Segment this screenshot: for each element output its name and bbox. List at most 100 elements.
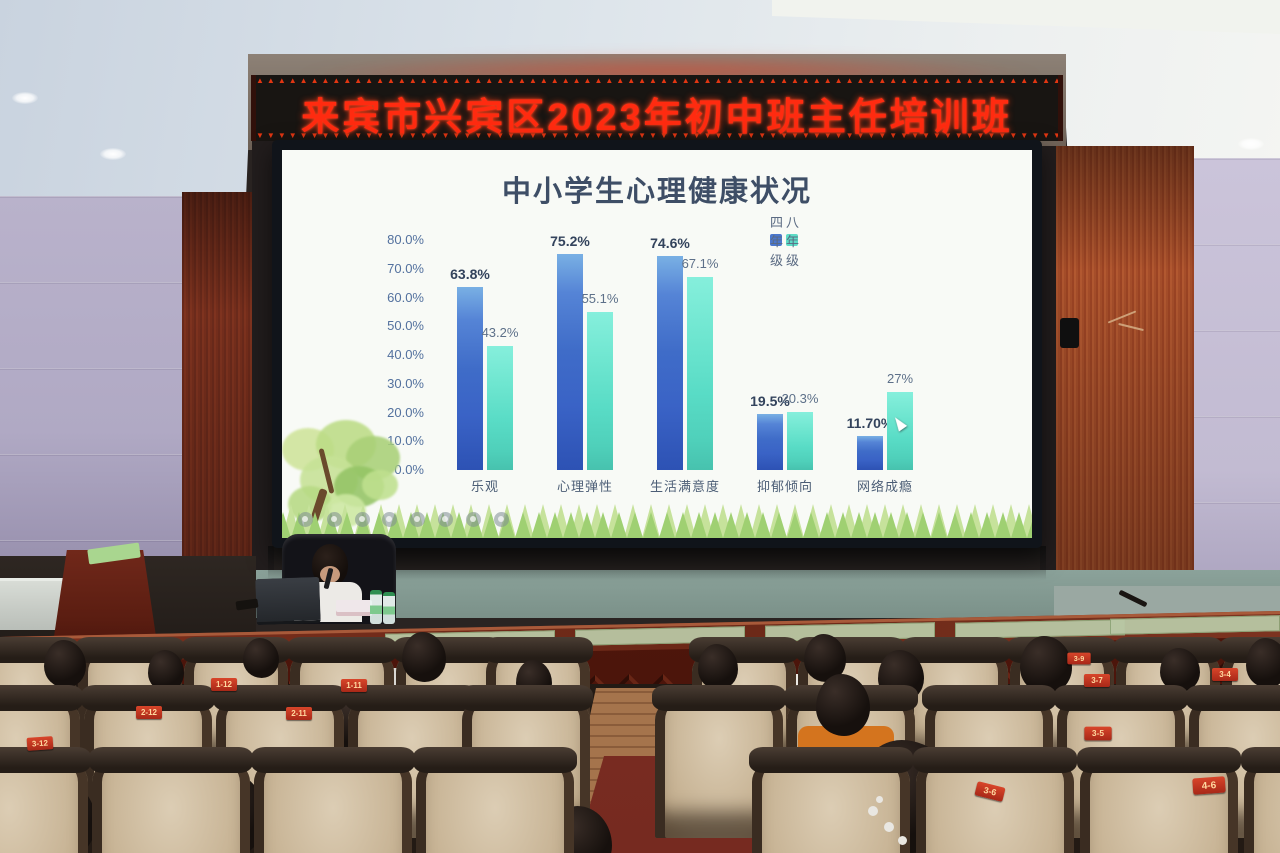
y-axis-tick: 0.0% [394,462,424,477]
banner-border-top: ▲▲▲▲▲▲▲▲▲▲▲▲▲▲▲▲▲▲▲▲▲▲▲▲▲▲▲▲▲▲▲▲▲▲▲▲▲▲▲▲… [256,76,1058,85]
banner-red-glow [290,52,1050,78]
slide-title: 中小学生心理健康状况 [501,176,812,208]
eraser-icon [382,512,397,527]
bar-value-label: 43.2% [481,324,519,340]
slide-toolbar [282,150,1032,538]
seat-tag: 3-12 [26,736,54,751]
highlighter-icon [355,512,370,527]
seat-tag: 1-12 [211,678,237,691]
projector-screen: 中小学生心理健康状况 80.0% 70.0% 60.0% 50.0% 40.0% 30.0… [272,140,1042,548]
bar-value-label: 63.8% [450,265,490,282]
chair-top-roll [913,747,1077,773]
bar-value-label: 67.1% [681,256,719,272]
bar-value-label: 74.6% [650,234,690,251]
y-axis-tick: 30.0% [387,375,424,391]
name-card [336,600,372,616]
wood-pillar-left [182,192,256,628]
water-bottle [383,592,395,624]
water-bottle [370,590,382,624]
led-banner: ▲▲▲▲▲▲▲▲▲▲▲▲▲▲▲▲▲▲▲▲▲▲▲▲▲▲▲▲▲▲▲▲▲▲▲▲▲▲▲▲… [251,75,1063,141]
tools-icon [466,512,481,527]
chair-top-roll [483,637,593,663]
audience-head [243,638,279,678]
wall-right [1186,158,1280,604]
seat-tag: 3-5 [1084,726,1112,741]
chair-top-roll [1077,747,1241,773]
podium [52,550,158,650]
chair-top-roll [287,637,397,663]
wall-speaker [1060,318,1079,348]
audience-head [1160,648,1200,692]
ceiling-light [12,92,38,104]
ceiling-light [1238,138,1264,150]
chart-bar [857,436,883,470]
audience-chair [413,747,577,853]
bar-value-label: 19.5% [750,392,790,409]
audience-chair [0,747,91,853]
chair-top-roll [413,747,577,773]
audience-chair [749,747,913,853]
audience-head [816,674,870,736]
shadow-gap-right [1040,146,1056,606]
chair-top-roll [652,685,786,711]
chair-top-roll [0,747,91,773]
chair-top-roll [251,747,415,773]
chart-bar [487,345,513,470]
pearl-hairclip [884,822,894,832]
chair-top-roll [1241,747,1280,773]
y-axis-tick: 40.0% [387,347,424,362]
seat-tag: 2-12 [136,706,162,719]
shadow-gap-left [252,140,274,620]
chart-bar [457,286,483,470]
pearl-hairclip [898,836,907,845]
chair-top-roll [901,637,1011,663]
chair-top-roll [459,685,593,711]
bar-value-label: 75.2% [550,232,590,249]
chart-bar [657,255,683,470]
x-category-label: 心理弹性 [556,479,613,494]
legend-swatch [786,234,798,246]
y-axis-tick: 60.0% [387,289,424,305]
bar-value-label: 11.70% [846,415,894,432]
wall-panel-seams [0,196,186,588]
audience-chair [1241,747,1280,853]
banner-text: 来宾市兴宾区2023年初中班主任培训班 [301,97,1013,139]
pointer-icon [298,512,313,527]
chair-top-roll [1054,685,1188,711]
chart-bar [557,253,583,470]
audience-head [1246,638,1280,688]
x-category-label: 抑郁倾向 [756,479,813,494]
wall-panel-seams [1186,158,1280,604]
bar-value-label: 20.3% [781,390,819,406]
chair-top-roll [749,747,913,773]
x-category-label: 网络成瘾 [856,479,913,494]
side-table [0,578,64,630]
chair-top-roll [1186,685,1280,711]
seat-tag: 2-11 [286,707,312,720]
wall-left [0,196,186,588]
chair-top-roll [345,685,479,711]
audience-head [1020,636,1072,694]
screen-shadow [268,546,1046,580]
audience-chair [251,747,415,853]
wood-panel-right [1054,146,1194,594]
camera-icon [438,512,453,527]
x-category-label: 乐观 [470,479,499,494]
y-axis-tick: 50.0% [387,318,424,334]
slide: 中小学生心理健康状况 80.0% 70.0% 60.0% 50.0% 40.0% 30.0… [282,150,1032,538]
chart-bar [687,277,713,470]
pearl-hairclip [868,806,878,816]
audience-chair [89,747,253,853]
pen-icon [327,512,342,527]
tree-foliage [362,470,398,500]
y-axis-tick: 70.0% [387,260,424,276]
audience-chair [913,747,1077,853]
seat-tag: 3-7 [1084,674,1110,687]
y-axis-tick: 10.0% [387,433,424,449]
whiteboard-icon [494,512,509,527]
bar-chart: 80.0% 70.0% 60.0% 50.0% 40.0% 30.0% 20.0% 10.0%… [282,150,1032,538]
legend-label: 四年级 [770,214,784,268]
audience-head [44,640,86,688]
